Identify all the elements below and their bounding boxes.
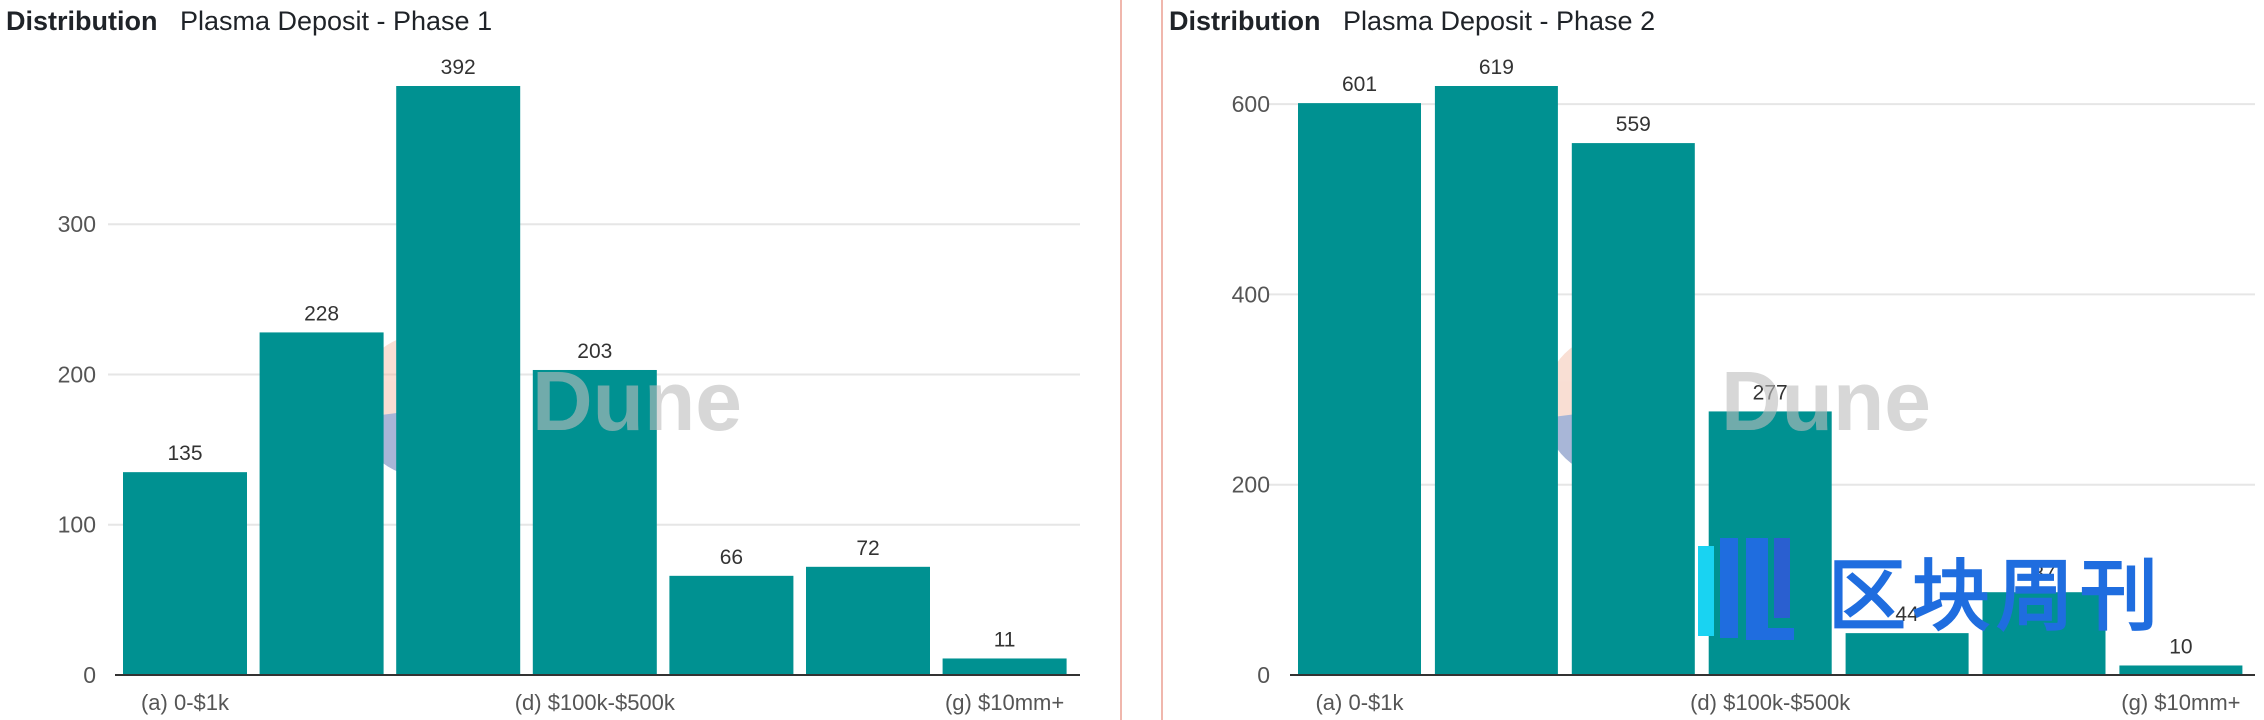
panel-label: Distribution (6, 6, 158, 36)
y-tick-label: 400 (1232, 281, 1270, 307)
bar-value-label: 228 (304, 302, 339, 325)
panel-divider (1120, 0, 1122, 720)
brand-logo-icon (1698, 538, 1794, 640)
bar (1571, 143, 1695, 675)
chart-title: Plasma Deposit - Phase 2 (1342, 6, 1656, 36)
panel-header: Distribution Plasma Deposit - Phase 1 (6, 6, 492, 37)
x-tick-label: (d) $100k-$500k (515, 690, 676, 715)
bar (1845, 633, 1969, 675)
bar-value-label: 66 (720, 546, 743, 569)
dune-watermark-text: Dune (532, 354, 742, 448)
bar (1982, 592, 2106, 675)
y-tick-label: 100 (58, 512, 96, 538)
y-tick-label: 0 (83, 662, 96, 688)
bar-value-label: 203 (577, 340, 612, 363)
bar (942, 658, 1067, 675)
bar-value-label: 601 (1342, 73, 1377, 96)
bar (669, 575, 794, 675)
bar (1298, 103, 1421, 675)
chart-panel-phase-1: Distribution Plasma Deposit - Phase 1 0 1… (0, 0, 1120, 720)
bar-value-label: 559 (1616, 113, 1651, 136)
bar-value-label: 619 (1479, 56, 1514, 79)
y-tick-label: 200 (1232, 472, 1270, 498)
x-tick-label: (d) $100k-$500k (1690, 690, 1851, 715)
x-tick-label: (g) $10mm+ (2121, 690, 2240, 715)
y-tick-label: 300 (58, 211, 96, 237)
bar-value-label: 10 (2169, 635, 2192, 658)
chart-title: Plasma Deposit - Phase 1 (179, 6, 493, 36)
bar (396, 86, 521, 675)
bar (806, 566, 930, 675)
overlay-brand-text: 区块周刊 (1828, 552, 2165, 642)
bar-value-label: 277 (1753, 381, 1788, 404)
bar-value-label: 135 (167, 442, 202, 465)
bar-value-label: 72 (856, 537, 879, 560)
bar-chart-phase-1: 0 100 200 300 135 228 392 203 66 72 11 Dune (a) 0-$1… (58, 56, 1080, 715)
y-tick-label: 200 (58, 361, 96, 387)
bar (123, 472, 247, 675)
y-tick-label: 0 (1257, 662, 1270, 688)
bar-value-label: 392 (441, 56, 476, 79)
dune-watermark-text: Dune (1721, 354, 1931, 448)
x-tick-label: (g) $10mm+ (945, 690, 1064, 715)
bar-value-label: 44 (1895, 603, 1919, 626)
bar-value-label: 87 (2032, 562, 2055, 585)
bar (2119, 665, 2243, 675)
panel-label: Distribution (1169, 6, 1321, 36)
panel-divider (1161, 0, 1163, 720)
bar (1434, 86, 1558, 675)
y-tick-label: 600 (1232, 91, 1270, 117)
panel-gap (1120, 0, 1163, 720)
bar (259, 332, 384, 675)
panel-header: Distribution Plasma Deposit - Phase 2 (1169, 6, 1655, 37)
x-tick-label: (a) 0-$1k (141, 690, 230, 715)
x-tick-label: (a) 0-$1k (1315, 690, 1404, 715)
bar-value-label: 11 (994, 628, 1016, 651)
bar (532, 369, 657, 675)
